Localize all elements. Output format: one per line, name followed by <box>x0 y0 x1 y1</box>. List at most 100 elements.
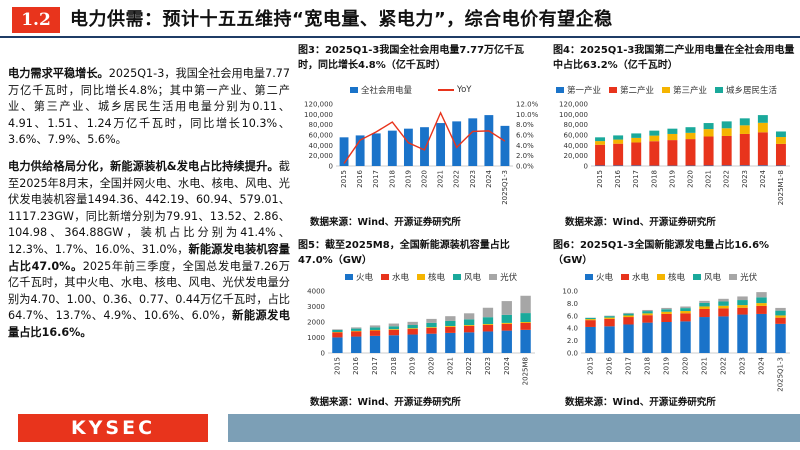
fig3-bar <box>468 118 478 166</box>
fig6-bar <box>718 301 729 306</box>
fig6-bar <box>699 306 710 309</box>
fig6-legend-label: 风电 <box>704 273 722 283</box>
fig3-ytick-right-label: 4.0% <box>516 142 534 150</box>
fig6-bar <box>737 307 748 315</box>
fig5-bar <box>426 322 437 328</box>
fig5-bar <box>332 337 343 353</box>
fig6-caption: 图6：2025Q1-3全国新能源发电量占比16.6%（GW） <box>553 240 770 266</box>
fig4-bar <box>703 136 714 166</box>
fig6-bar <box>623 315 634 318</box>
fig6-ytick-label: 8.0 <box>567 300 578 308</box>
fig5-bar <box>426 318 437 323</box>
fig6-bar <box>775 317 786 324</box>
fig4-legend-swatch <box>556 87 564 93</box>
fig4-bar <box>757 115 768 123</box>
fig4-ytick-label: 80,000 <box>564 121 589 129</box>
fig6-xtick-label: 2022 <box>720 357 728 375</box>
fig3-ytick-label: 80,000 <box>309 121 334 129</box>
fig4-bar <box>685 127 696 133</box>
fig6-bar <box>604 326 615 353</box>
fig4-bar <box>631 137 642 143</box>
fig5-bar <box>332 332 343 338</box>
fig6-bar <box>775 315 786 318</box>
fig3-xtick-label: 2020 <box>421 170 429 188</box>
fig5-bar <box>351 330 362 332</box>
fig4-bar <box>757 122 768 133</box>
fig4-bar <box>757 132 768 166</box>
fig4-ytick-label: 40,000 <box>564 142 589 150</box>
fig6-bar <box>775 323 786 353</box>
fig4-source: 数据来源：Wind、开源证券研究所 <box>565 217 716 228</box>
fig4-bar <box>685 139 696 166</box>
fig5-bar <box>332 329 343 333</box>
fig3-legend-swatch-line <box>438 89 455 91</box>
fig6-legend-label: 火电 <box>596 273 614 283</box>
fig6-bar <box>737 296 748 301</box>
fig5-bar <box>407 328 418 330</box>
fig4-bar <box>775 137 786 144</box>
fig5-bar <box>445 326 456 327</box>
paragraph-supply-highlight-capacity: 新能源发电装机容量占比47.0%。 <box>8 242 290 273</box>
fig3-xtick-label: 2015 <box>340 170 348 188</box>
fig5-bar <box>501 314 512 323</box>
fig5-bar <box>369 327 381 330</box>
fig4-bar <box>739 165 750 166</box>
fig4-bar <box>739 125 750 134</box>
fig5-ytick-label: 1000 <box>307 334 325 342</box>
fig3-chart: 0 20,000 40,000 60,000 80,000 100,000 120,000 2… <box>304 101 539 205</box>
fig4-bar <box>721 121 732 129</box>
fig6-bar <box>699 302 710 307</box>
fig6-bar <box>642 311 653 314</box>
paragraph-demand-body: 2025Q1-3，我国全社会用电量7.77万亿千瓦时，同比增长4.8%；其中第一… <box>8 67 290 147</box>
fig6-ytick-label: 4.0 <box>567 325 578 333</box>
fig6-bar <box>604 318 615 327</box>
fig5-bar <box>463 319 475 326</box>
fig5-bar <box>501 323 512 331</box>
fig4-bar <box>595 165 606 166</box>
fig6-legend-item: 水电 <box>621 271 649 283</box>
fig5-legend-item: 核电 <box>417 271 445 283</box>
fig5-bar <box>482 307 494 318</box>
fig6-legend-swatch <box>621 274 630 280</box>
paragraph-supply-highlight-generation: 新能源发电量占比16.6%。 <box>8 309 290 339</box>
paragraph-supply-head: 电力供给格局分化，新能源装机&发电占比持续提升。 <box>8 159 279 173</box>
fig4-xtick-label: 2016 <box>614 169 622 187</box>
footer-band <box>228 414 800 442</box>
fig6-xtick-label: 2019 <box>663 357 671 375</box>
fig5-legend-label: 光伏 <box>500 273 518 283</box>
fig4-bar <box>667 140 678 166</box>
fig4-bar <box>631 165 642 166</box>
fig5-ytick-label: 3000 <box>307 303 325 311</box>
fig4-bar <box>595 141 606 145</box>
fig6-ytick-label: 2.0 <box>567 337 578 345</box>
fig3-ytick-label: 20,000 <box>309 152 334 160</box>
fig3-yoy-line <box>343 111 506 164</box>
fig5-bar <box>463 313 475 320</box>
fig4-xtick-label: 2020 <box>687 170 695 188</box>
fig5-bar <box>369 330 381 336</box>
fig6-bar <box>718 308 729 317</box>
fig6-legend-swatch <box>693 274 702 280</box>
fig4-xtick-label: 2022 <box>723 170 731 188</box>
fig5-bar <box>351 327 362 329</box>
fig6-legend-item: 光伏 <box>729 271 757 283</box>
fig6-bar <box>661 311 672 314</box>
fig6-bar <box>756 297 767 304</box>
fig6-bar <box>585 319 596 321</box>
title-divider <box>0 36 800 38</box>
fig3-ytick-right-label: 6.0% <box>516 132 534 140</box>
fig5-bar <box>369 329 381 331</box>
fig6-bar <box>680 321 691 353</box>
fig4-legend-swatch <box>609 87 618 93</box>
fig4-legend-item: 第二产业 <box>609 84 654 96</box>
fig6-bar <box>680 306 691 309</box>
fig5-bar <box>445 316 456 321</box>
fig6-bar <box>604 316 615 318</box>
fig5-legend-item: 光伏 <box>489 271 517 283</box>
fig5-xtick-label: 2015 <box>333 357 341 375</box>
fig5-legend-label: 核电 <box>428 273 446 283</box>
fig3-bar <box>452 121 462 166</box>
fig5-xtick-label: 2021 <box>446 357 454 375</box>
fig4-bar <box>703 165 714 166</box>
fig4-xtick-label: 2018 <box>650 170 658 188</box>
